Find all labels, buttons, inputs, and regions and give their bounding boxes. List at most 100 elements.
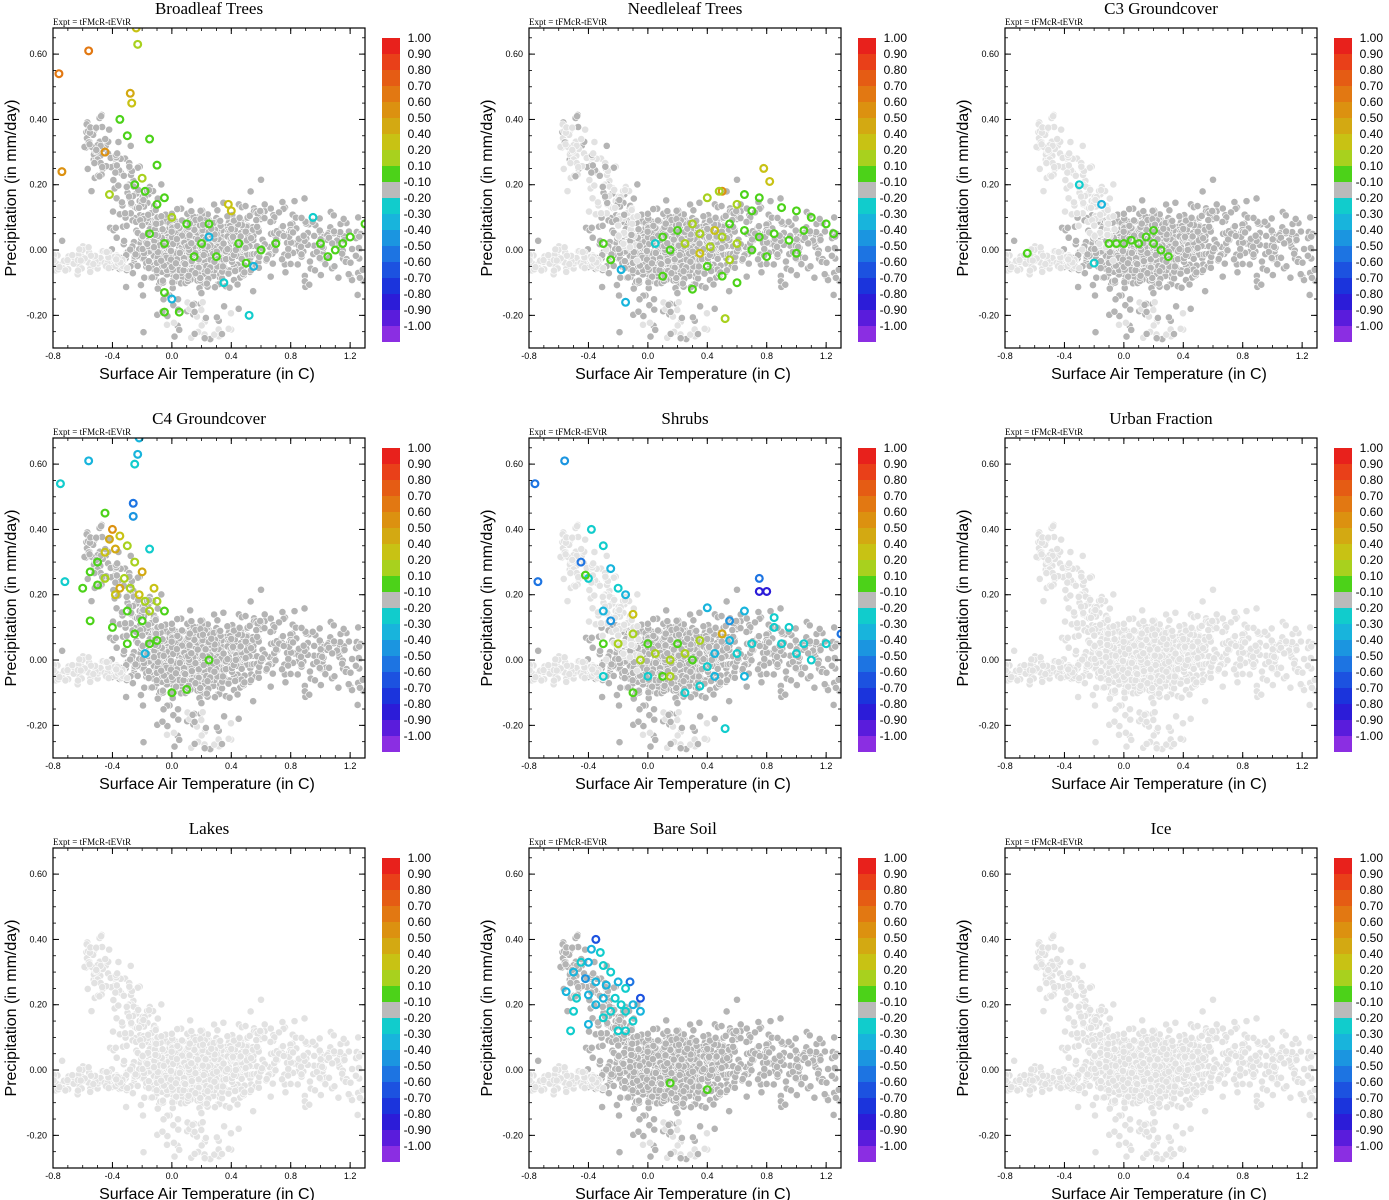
colorbar-swatch bbox=[858, 182, 876, 198]
bg-point bbox=[1041, 260, 1050, 268]
bg-point bbox=[241, 202, 250, 210]
colorbar-swatch bbox=[858, 118, 876, 134]
bg-point bbox=[673, 306, 682, 314]
bg-point bbox=[101, 135, 110, 143]
bg-point bbox=[651, 325, 660, 334]
colorbar-swatch bbox=[858, 134, 876, 150]
bg-point bbox=[662, 196, 671, 205]
bg-point bbox=[1249, 250, 1258, 259]
bg-point bbox=[168, 278, 177, 287]
bg-point bbox=[140, 273, 149, 282]
bg-point bbox=[169, 318, 178, 327]
bg-point bbox=[1039, 187, 1048, 196]
bg-point bbox=[700, 269, 709, 278]
bg-point bbox=[1252, 194, 1261, 203]
colorbar-swatch bbox=[1334, 294, 1352, 310]
bg-point bbox=[676, 334, 685, 343]
bg-point bbox=[105, 125, 114, 134]
colorbar-swatch bbox=[1334, 102, 1352, 118]
bg-point bbox=[113, 149, 122, 158]
colorbar-swatch bbox=[382, 86, 400, 102]
bg-point bbox=[666, 329, 675, 338]
bg-point bbox=[1165, 206, 1174, 215]
bg-point bbox=[1176, 324, 1185, 333]
bg-point bbox=[1105, 284, 1114, 293]
bg-point bbox=[202, 689, 211, 698]
bg-point bbox=[1091, 328, 1100, 337]
bg-point bbox=[791, 226, 800, 235]
bg-point bbox=[1192, 268, 1201, 277]
bg-point bbox=[297, 250, 306, 259]
bg-point bbox=[1183, 245, 1192, 254]
bg-point bbox=[158, 276, 167, 285]
bg-point bbox=[284, 251, 292, 260]
bg-point bbox=[674, 298, 683, 307]
bg-point bbox=[581, 125, 590, 134]
bg-point bbox=[1171, 198, 1180, 207]
bg-point bbox=[1078, 245, 1087, 254]
bg-point bbox=[713, 254, 722, 263]
bg-point bbox=[614, 221, 623, 230]
bg-point bbox=[1070, 198, 1078, 207]
colorbar-swatch bbox=[1334, 70, 1352, 86]
colorbar-label: -0.70 bbox=[1356, 271, 1384, 285]
y-tick-label: 0.60 bbox=[29, 49, 47, 59]
data-point bbox=[739, 190, 749, 200]
data-point bbox=[241, 258, 251, 268]
colorbar-swatch bbox=[1334, 86, 1352, 102]
colorbar-label: -0.70 bbox=[880, 271, 908, 285]
bg-point bbox=[621, 186, 629, 195]
colorbar-label: 0.60 bbox=[408, 95, 432, 109]
y-axis-label: Precipitation (in mm/day) bbox=[955, 100, 972, 277]
bg-point bbox=[218, 672, 227, 681]
bg-point bbox=[589, 149, 598, 158]
colorbar-label: 0.90 bbox=[408, 47, 432, 61]
bg-point bbox=[1037, 140, 1046, 149]
bg-point bbox=[578, 248, 587, 257]
bg-point bbox=[133, 261, 142, 270]
bg-point bbox=[241, 227, 250, 236]
bg-point bbox=[127, 199, 136, 207]
data-point bbox=[167, 294, 177, 304]
data-point bbox=[211, 252, 221, 262]
bg-point bbox=[172, 235, 181, 244]
bg-point bbox=[710, 304, 719, 313]
bg-point bbox=[210, 667, 219, 676]
bg-point bbox=[602, 141, 611, 150]
bg-point bbox=[1170, 262, 1179, 271]
bg-point bbox=[224, 679, 233, 688]
bg-point bbox=[649, 205, 658, 213]
x-tick-label: -0.4 bbox=[581, 351, 597, 361]
colorbar-label: 0.50 bbox=[408, 111, 432, 125]
bg-point bbox=[167, 637, 176, 646]
colorbar-label: 1.00 bbox=[884, 31, 908, 45]
colorbar-swatch bbox=[1334, 150, 1352, 166]
x-tick-label: 0.4 bbox=[701, 351, 714, 361]
colorbar-label: 0.60 bbox=[1360, 95, 1384, 109]
bg-point bbox=[266, 272, 275, 281]
data-point bbox=[140, 186, 150, 196]
colorbar-swatch bbox=[382, 102, 400, 118]
bg-point bbox=[257, 175, 265, 184]
bg-point bbox=[1300, 245, 1308, 253]
data-point bbox=[769, 229, 779, 239]
bg-point bbox=[1118, 247, 1127, 255]
bg-point bbox=[830, 213, 839, 222]
colorbar-label: -0.40 bbox=[880, 223, 908, 237]
bg-point bbox=[694, 274, 702, 283]
bg-point bbox=[1186, 304, 1195, 313]
bg-point bbox=[152, 266, 161, 275]
bg-point bbox=[646, 332, 655, 341]
bg-point bbox=[266, 218, 275, 226]
bg-point bbox=[610, 185, 619, 194]
bg-point bbox=[153, 284, 162, 293]
bg-point bbox=[686, 257, 695, 266]
bg-point bbox=[694, 330, 702, 338]
bg-point bbox=[1096, 210, 1105, 219]
bg-point bbox=[627, 230, 636, 239]
bg-point bbox=[109, 176, 118, 184]
bg-point bbox=[1306, 213, 1315, 222]
bg-point bbox=[173, 205, 182, 213]
